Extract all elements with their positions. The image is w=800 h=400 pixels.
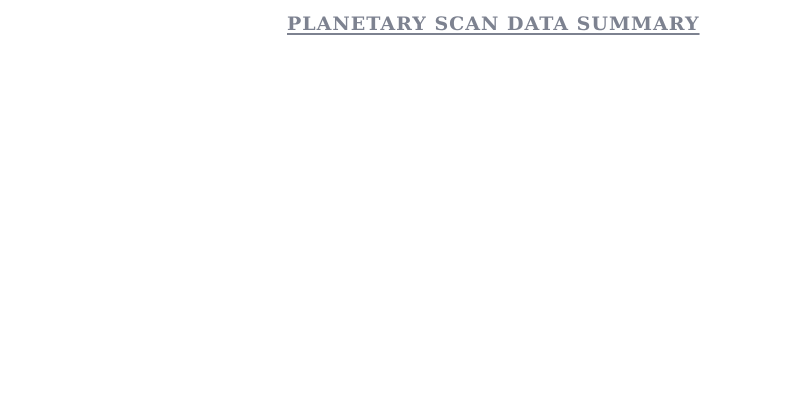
page-title: PLANETARY SCAN DATA SUMMARY: [287, 13, 700, 35]
content-area: [0, 50, 800, 400]
